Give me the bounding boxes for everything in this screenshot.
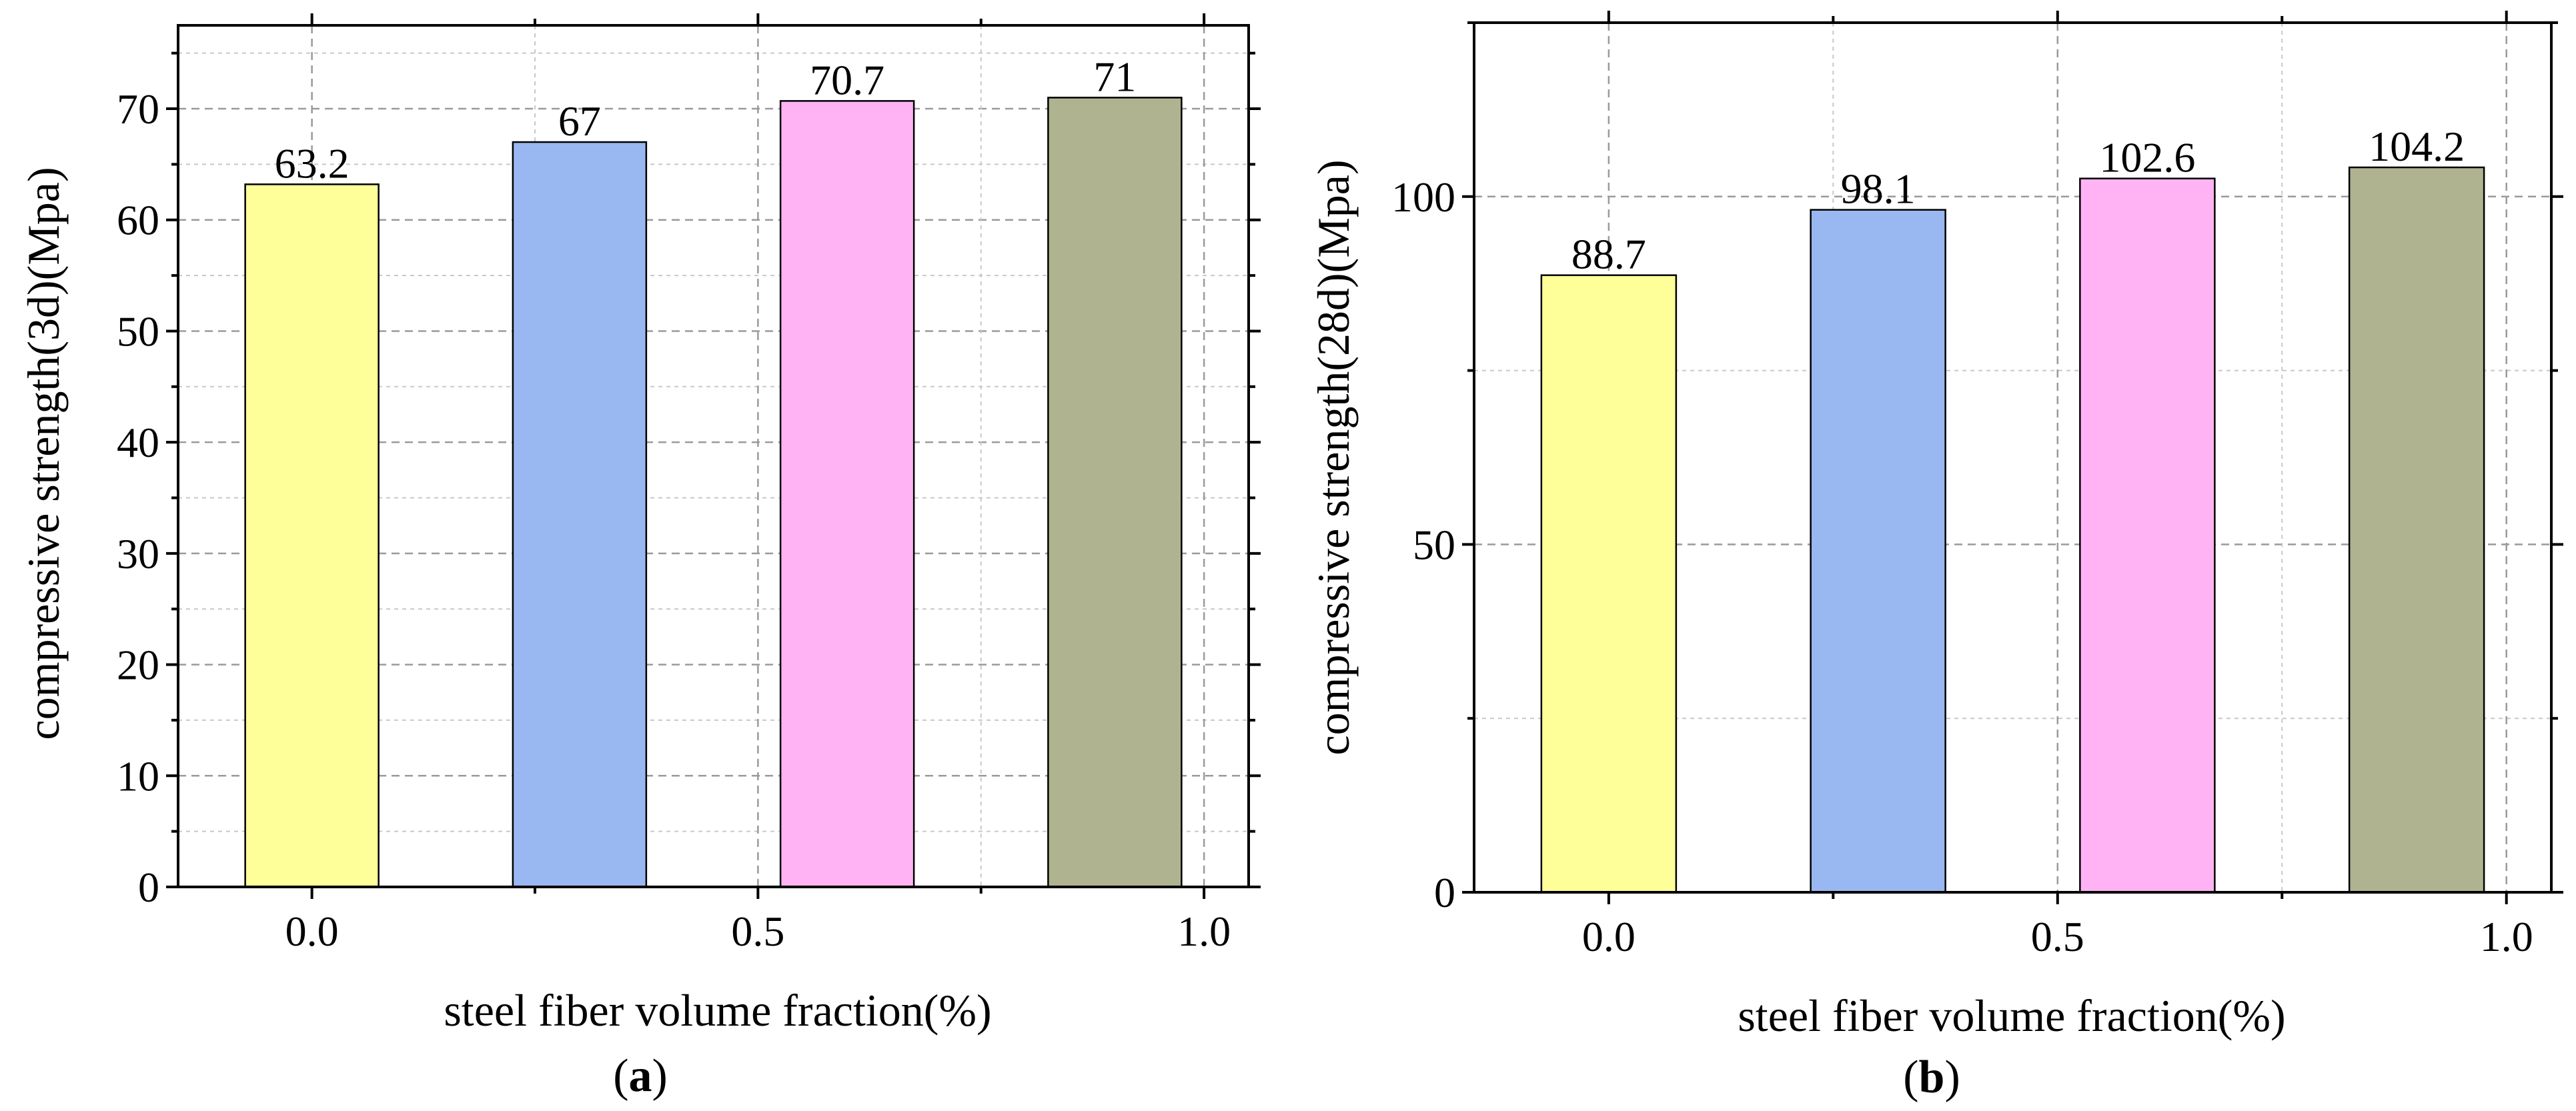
x-tick-label-b: 0.0 (1582, 913, 1636, 960)
x-tick-labels-a: 0.0 0.5 1.0 (285, 908, 1231, 955)
data-labels-a: 63.2 67 70.7 71 (275, 53, 1137, 187)
y-tick-labels-a: 0 10 20 30 40 50 60 70 (117, 85, 159, 911)
bar-a-0 (244, 183, 380, 888)
data-labels-b: 88.7 98.1 102.6 104.2 (1571, 123, 2465, 278)
svg-text:(b): (b) (1903, 1052, 1960, 1103)
bars-b (1540, 166, 2485, 894)
y-tick-label-a: 70 (117, 85, 159, 133)
y-tick-label-a: 0 (138, 864, 159, 911)
x-tick-label-b: 0.5 (2031, 913, 2084, 960)
bars-a (244, 97, 1183, 888)
y-tick-label-a: 30 (117, 530, 159, 578)
y-axis-title-b: compressive strength(28d)(Mpa) (1308, 159, 1359, 755)
bar-b-1 (1810, 209, 1946, 894)
axes-a (166, 13, 1261, 899)
plot-frame-a (177, 24, 1250, 888)
y-axis-title-a: compressive strength(3d)(Mpa) (18, 167, 69, 740)
x-tick-label-a: 1.0 (1177, 908, 1231, 955)
y-tick-labels-b: 0 50 100 (1391, 173, 1455, 916)
panel-label-b: b (1919, 1052, 1945, 1103)
svg-text:(a): (a) (613, 1050, 668, 1102)
y-tick-label-a: 60 (117, 197, 159, 244)
x-tick-label-a: 0.5 (731, 908, 784, 955)
x-tick-label-a: 0.0 (285, 908, 339, 955)
bar-a-2 (779, 100, 915, 888)
panel-label-a: a (629, 1050, 652, 1102)
axes-b (1462, 11, 2563, 904)
x-tick-labels-b: 0.0 0.5 1.0 (1582, 913, 2533, 960)
y-tick-label-a: 20 (117, 642, 159, 689)
data-label-b-3: 104.2 (2369, 123, 2465, 170)
bar-b-0 (1540, 274, 1678, 894)
y-tick-label-a: 10 (117, 752, 159, 800)
data-label-b-0: 88.7 (1571, 231, 1646, 278)
bar-b-2 (2079, 177, 2216, 894)
bar-a-1 (512, 141, 648, 888)
y-tick-label-a: 50 (117, 307, 159, 355)
data-label-a-1: 67 (558, 97, 601, 145)
y-tick-label-b: 100 (1391, 173, 1455, 221)
data-label-a-3: 71 (1093, 53, 1136, 100)
x-axis-title-b: steel fiber volume fraction(%) (1738, 990, 2285, 1041)
chart-panel-b: 88.7 98.1 102.6 104.2 0 50 100 0.0 0.5 1.0 stee… (1308, 11, 2563, 1103)
chart-panel-a: 63.2 67 70.7 71 0 10 20 30 40 50 60 70 0.0 0.5 1.0 s… (18, 13, 1261, 1102)
y-tick-label-b: 50 (1413, 521, 1455, 568)
bar-b-3 (2348, 166, 2485, 894)
y-tick-label-a: 40 (117, 419, 159, 466)
data-label-a-2: 70.7 (810, 56, 884, 103)
data-label-b-2: 102.6 (2099, 134, 2195, 181)
y-tick-label-b: 0 (1434, 869, 1455, 916)
plot-frame-b (1473, 21, 2553, 894)
bar-a-3 (1047, 97, 1183, 888)
x-tick-label-b: 1.0 (2480, 913, 2533, 960)
data-label-b-1: 98.1 (1841, 165, 1916, 213)
data-label-a-0: 63.2 (275, 139, 350, 187)
x-axis-title-a: steel fiber volume fraction(%) (444, 985, 991, 1036)
